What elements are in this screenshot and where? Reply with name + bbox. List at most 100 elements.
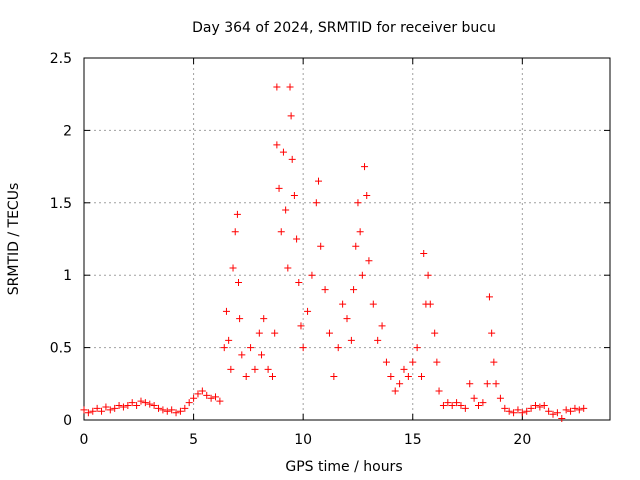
data-point <box>457 402 465 410</box>
data-point <box>225 336 233 344</box>
data-point <box>396 380 404 388</box>
data-point <box>488 329 496 337</box>
data-point <box>176 407 184 415</box>
data-point <box>242 373 250 381</box>
data-point <box>558 415 566 423</box>
data-point <box>374 336 382 344</box>
y-tick-label: 1 <box>63 268 72 284</box>
data-point <box>527 404 535 412</box>
data-point <box>172 409 180 417</box>
data-point <box>466 380 474 388</box>
data-point <box>308 271 316 279</box>
data-point <box>325 329 333 337</box>
data-point <box>536 403 544 411</box>
data-point <box>198 387 206 395</box>
data-point <box>354 199 362 207</box>
data-point <box>279 148 287 156</box>
data-point <box>286 83 294 91</box>
data-point <box>347 336 355 344</box>
data-point <box>111 404 119 412</box>
data-point <box>146 400 154 408</box>
data-point <box>89 407 97 415</box>
data-point <box>378 322 386 330</box>
data-point <box>400 365 408 373</box>
data-point <box>431 329 439 337</box>
data-point <box>433 358 441 366</box>
data-point <box>220 344 228 352</box>
data-point <box>531 402 539 410</box>
data-points <box>80 83 588 423</box>
data-point <box>287 112 295 120</box>
data-point <box>295 278 303 286</box>
data-point <box>304 307 312 315</box>
data-point <box>93 404 101 412</box>
data-point <box>236 315 244 323</box>
data-point <box>168 406 176 414</box>
x-axis-label: GPS time / hours <box>285 459 402 475</box>
data-point <box>501 404 509 412</box>
data-point <box>575 406 583 414</box>
data-point <box>523 407 531 415</box>
data-point <box>216 397 224 405</box>
data-point <box>496 394 504 402</box>
data-point <box>315 177 323 185</box>
data-point <box>553 409 561 417</box>
x-tick-label: 5 <box>189 432 198 448</box>
data-point <box>448 402 456 410</box>
data-point <box>514 406 522 414</box>
x-tick-label: 0 <box>80 432 89 448</box>
data-point <box>203 391 211 399</box>
data-point <box>435 387 443 395</box>
data-point <box>141 399 149 407</box>
data-point <box>260 315 268 323</box>
data-point <box>119 403 127 411</box>
data-point <box>358 271 366 279</box>
data-point <box>409 358 417 366</box>
data-point <box>356 228 364 236</box>
data-point <box>207 394 215 402</box>
data-point <box>571 404 579 412</box>
data-point <box>238 351 246 359</box>
data-point <box>264 365 272 373</box>
data-point <box>567 407 575 415</box>
data-point <box>418 373 426 381</box>
axis-ticks <box>83 57 610 421</box>
data-point <box>247 344 255 352</box>
data-point <box>350 286 358 294</box>
data-point <box>297 322 305 330</box>
data-point <box>490 358 498 366</box>
data-point <box>363 192 371 200</box>
data-point <box>343 315 351 323</box>
grid-lines <box>84 58 610 420</box>
data-point <box>282 206 290 214</box>
data-point <box>475 402 482 410</box>
data-point <box>227 365 235 373</box>
x-tick-labels: 0 5 10 15 20 <box>80 432 532 448</box>
plot-frame <box>83 57 611 421</box>
data-point <box>352 242 360 250</box>
x-tick-label: 10 <box>294 432 312 448</box>
data-point <box>102 403 110 411</box>
data-point <box>124 402 132 410</box>
data-point <box>492 380 500 388</box>
data-point <box>545 407 553 415</box>
data-point <box>444 399 452 407</box>
data-point <box>80 406 88 414</box>
data-point <box>549 410 557 418</box>
data-point <box>299 344 307 352</box>
data-point <box>453 399 461 407</box>
y-axis-label: SRMTID / TECUs <box>6 183 22 296</box>
y-tick-label: 0 <box>63 413 72 429</box>
data-point <box>84 409 92 417</box>
data-point <box>98 407 106 415</box>
data-point <box>233 210 241 218</box>
data-point <box>387 373 395 381</box>
y-tick-label: 2 <box>63 123 72 139</box>
data-point <box>290 192 298 200</box>
data-point <box>268 373 276 381</box>
y-tick-label: 0.5 <box>50 341 72 357</box>
data-point <box>185 399 193 407</box>
data-point <box>137 397 145 405</box>
data-point <box>413 344 421 352</box>
